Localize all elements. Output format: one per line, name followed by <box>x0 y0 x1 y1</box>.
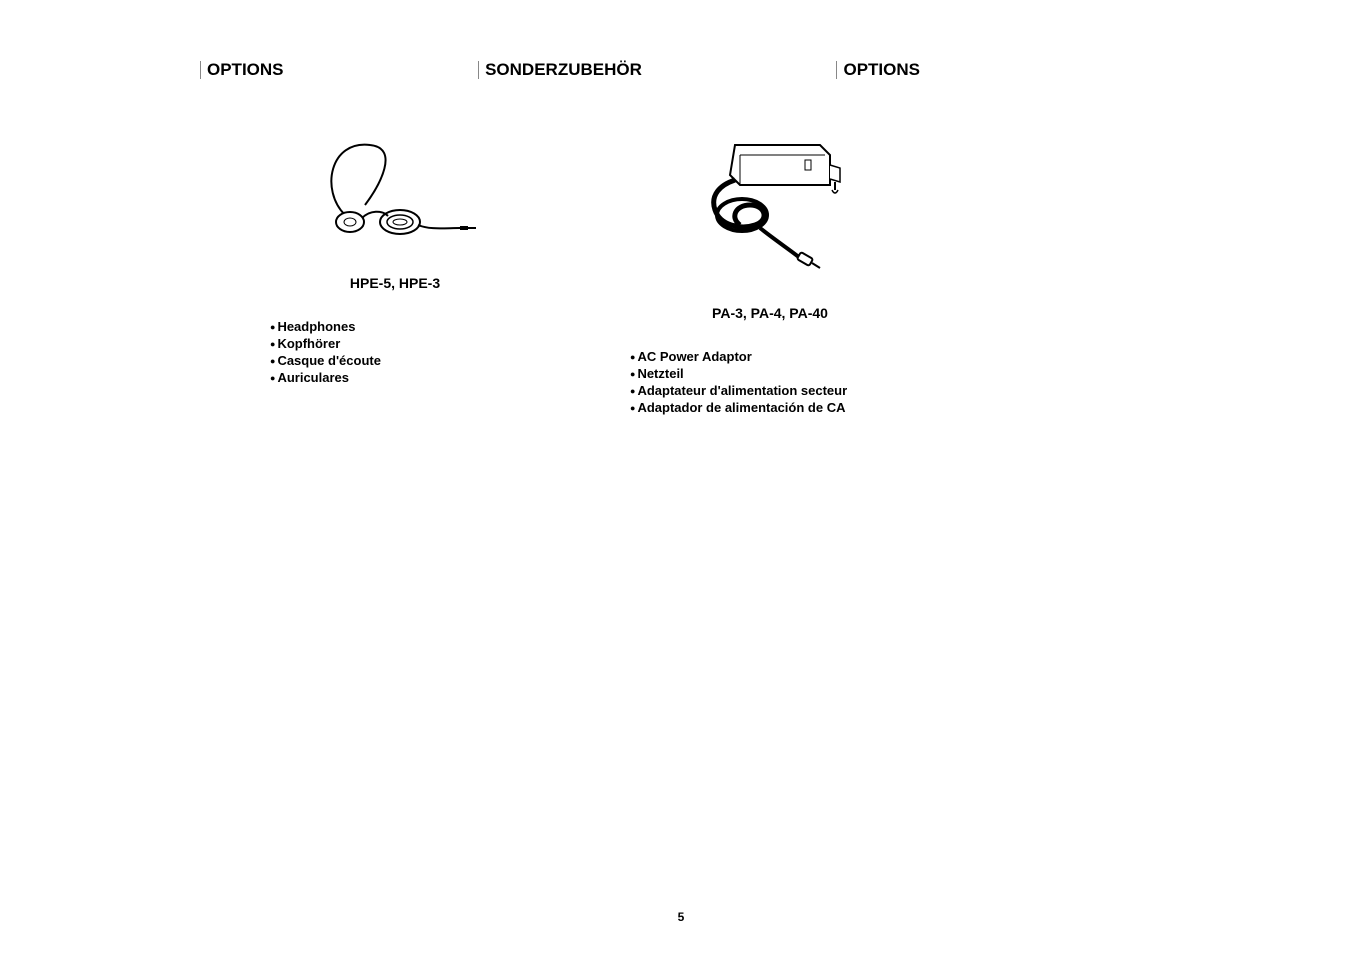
adaptor-column: PA-3, PA-4, PA-40 AC Power Adaptor Netzt… <box>620 130 920 417</box>
list-item: Casque d'écoute <box>270 353 381 370</box>
list-item: AC Power Adaptor <box>630 349 847 366</box>
heading-bar-icon <box>478 61 479 79</box>
list-item: Kopfhörer <box>270 336 381 353</box>
heading-2-text: SONDERZUBEHÖR <box>485 60 642 80</box>
list-item: Adaptateur d'alimentation secteur <box>630 383 847 400</box>
headphones-icon <box>310 130 480 255</box>
heading-3: OPTIONS <box>836 60 920 80</box>
heading-2: SONDERZUBEHÖR <box>478 60 642 80</box>
adaptor-desc-list: AC Power Adaptor Netzteil Adaptateur d'a… <box>630 349 847 417</box>
page-number: 5 <box>678 910 685 924</box>
heading-bar-icon <box>200 61 201 79</box>
list-item: Netzteil <box>630 366 847 383</box>
heading-3-text: OPTIONS <box>843 60 920 80</box>
content-row: HPE-5, HPE-3 Headphones Kopfhörer Casque… <box>270 130 920 417</box>
heading-bar-icon <box>836 61 837 79</box>
list-item: Adaptador de alimentación de CA <box>630 400 847 417</box>
list-item: Headphones <box>270 319 381 336</box>
heading-1: OPTIONS <box>200 60 284 80</box>
list-item: Auriculares <box>270 370 381 387</box>
adaptor-model: PA-3, PA-4, PA-40 <box>712 305 828 321</box>
headphones-model: HPE-5, HPE-3 <box>350 275 440 291</box>
headphones-desc-list: Headphones Kopfhörer Casque d'écoute Aur… <box>270 319 381 387</box>
headphones-column: HPE-5, HPE-3 Headphones Kopfhörer Casque… <box>270 130 520 417</box>
heading-row: OPTIONS SONDERZUBEHÖR OPTIONS <box>200 60 920 80</box>
power-adaptor-icon <box>680 130 860 285</box>
heading-1-text: OPTIONS <box>207 60 284 80</box>
